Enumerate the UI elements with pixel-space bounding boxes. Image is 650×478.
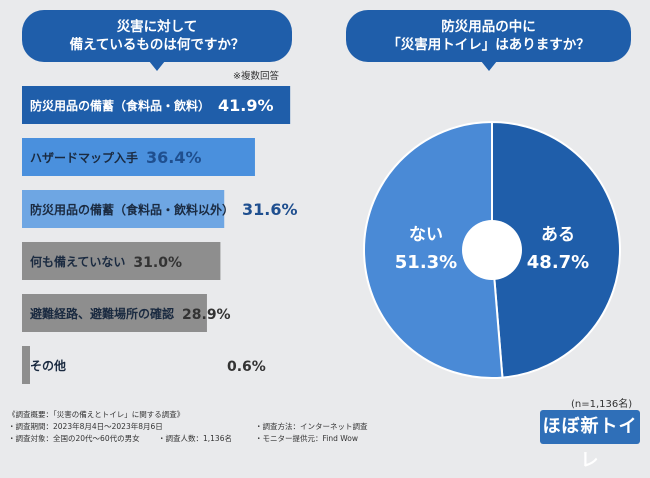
bar-category-label-5: その他 [30, 358, 66, 373]
question-left-line1: 災害に対して [116, 19, 198, 35]
pie-value-0: 48.7% [527, 252, 589, 273]
footer-method: ・調査方法：インターネット調査 [255, 422, 368, 431]
question-bubble-right: 防災用品の中に 「災害用トイレ」はありますか？ [346, 10, 631, 71]
bar-2 [22, 190, 225, 228]
bar-chart: 防災用品の備蓄（食料品・飲料） 41.9% ハザードマップ入手 36.4% 防災用品の備… [22, 86, 298, 384]
pie-label-1: ない [409, 225, 443, 245]
bar-value-label-5: 0.6% [227, 359, 266, 375]
sample-size-label: (n=1,136名) [571, 399, 633, 410]
footer-period: ・調査期間：2023年8月4日～2023年8月6日 [8, 422, 163, 431]
infographic: 災害に対して 備えているものは何ですか？ 防災用品の中に 「災害用トイレ」はあり… [8, 10, 640, 471]
question-left-line2: 備えているものは何ですか？ [69, 37, 245, 53]
multiple-answer-note: ※複数回答 [233, 71, 279, 82]
bar-0 [22, 86, 291, 124]
bar-value-label-3: 31.0% [133, 255, 182, 271]
bar-category-label-4: 避難経路、避難場所の確認 [30, 306, 174, 321]
question-right-line2: 「災害用トイレ」はありますか？ [387, 37, 590, 53]
footer-target: ・調査対象：全国の20代～60代の男女 [8, 434, 140, 443]
bar-value-label-4: 28.9% [182, 307, 231, 323]
bar-category-label-3: 何も備えていない [30, 254, 125, 269]
pie-label-0: ある [541, 225, 575, 245]
bar-category-label-2: 防災用品の備蓄（食料品・飲料以外） [30, 202, 234, 217]
bar-value-label-1: 36.4% [146, 148, 202, 167]
footer-count: ・調査人数：1,136名 [158, 434, 232, 443]
question-bubble-left: 災害に対して 備えているものは何ですか？ [22, 10, 292, 71]
bar-value-label-0: 41.9% [218, 96, 274, 115]
bar-4 [22, 294, 207, 332]
bar-1 [22, 138, 255, 176]
pie-slice-0 [491, 120, 621, 379]
bar-category-label-0: 防災用品の備蓄（食料品・飲料） [30, 98, 210, 113]
footer-summary: 《調査概要：「災害の備えとトイレ」に関する調査》 [8, 410, 185, 419]
pie-slice-1 [363, 120, 504, 379]
footer-provider: ・モニター提供元：Find Wow [255, 434, 358, 443]
pie-value-1: 51.3% [395, 252, 457, 273]
bar-3 [22, 242, 221, 280]
bar-value-label-2: 31.6% [242, 200, 298, 219]
pie-hole [462, 220, 522, 280]
bar-5 [22, 346, 30, 384]
brand-logo: ほぼ新トイレ [540, 410, 640, 471]
question-right-line1: 防災用品の中に [441, 19, 536, 35]
pie-chart: ある 48.7% ない 51.3% [363, 120, 621, 379]
bar-category-label-1: ハザードマップ入手 [30, 150, 138, 165]
